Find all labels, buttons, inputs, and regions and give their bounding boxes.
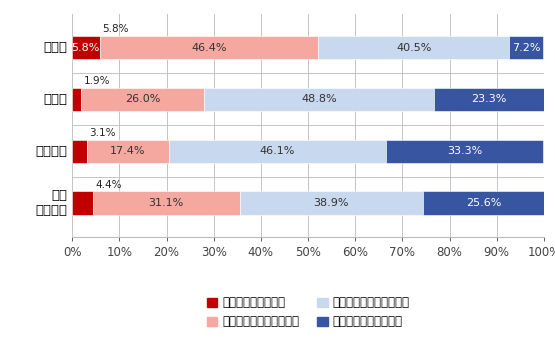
Bar [72, 191, 93, 215]
Bar [319, 36, 509, 59]
Bar [93, 191, 240, 215]
Text: 46.4%: 46.4% [191, 42, 226, 53]
Text: 7.2%: 7.2% [512, 42, 541, 53]
Bar [81, 88, 204, 111]
Bar [434, 88, 544, 111]
Bar [99, 36, 319, 59]
Text: 38.9%: 38.9% [314, 198, 349, 208]
Bar [509, 36, 543, 59]
Text: 5.8%: 5.8% [72, 42, 100, 53]
Bar [169, 140, 386, 163]
Bar [72, 140, 87, 163]
Text: 40.5%: 40.5% [396, 42, 432, 53]
Text: 17.4%: 17.4% [110, 146, 145, 156]
Bar [240, 191, 423, 215]
Bar [87, 140, 169, 163]
Text: 48.8%: 48.8% [301, 94, 337, 104]
Text: 4.4%: 4.4% [95, 180, 122, 190]
Text: 26.0%: 26.0% [125, 94, 160, 104]
Text: 5.8%: 5.8% [102, 24, 128, 34]
Bar [204, 88, 434, 111]
Bar [386, 140, 543, 163]
Text: 3.1%: 3.1% [89, 128, 115, 138]
Text: 23.3%: 23.3% [471, 94, 507, 104]
Bar [72, 88, 81, 111]
Text: 1.9%: 1.9% [83, 76, 110, 86]
Bar [423, 191, 544, 215]
Text: 46.1%: 46.1% [260, 146, 295, 156]
Text: 31.1%: 31.1% [149, 198, 184, 208]
Bar [72, 36, 99, 59]
Text: 33.3%: 33.3% [447, 146, 482, 156]
Text: 25.6%: 25.6% [466, 198, 501, 208]
Legend: よく活用させている, ある程度活用させている, あまり活用させていない, 全く活用させていない: よく活用させている, ある程度活用させている, あまり活用させていない, 全く活… [202, 292, 414, 333]
